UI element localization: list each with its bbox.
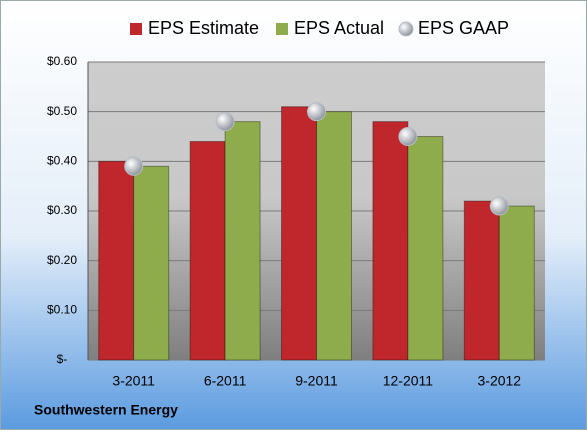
y-tick-label: $0.10 — [47, 303, 77, 317]
bar — [463, 200, 500, 361]
x-tick-label: 3-2012 — [478, 373, 522, 389]
point — [124, 156, 144, 176]
bar — [98, 160, 135, 361]
x-tick-label: 9-2011 — [295, 373, 338, 389]
y-tick-label: $0.30 — [47, 203, 77, 217]
point — [307, 102, 326, 122]
point — [398, 127, 418, 146]
x-tick-label: 3-2011 — [112, 373, 155, 389]
legend-label: EPS GAAP — [418, 18, 509, 38]
legend-marker — [398, 21, 414, 37]
bar — [189, 140, 226, 361]
y-tick-label: $0.20 — [47, 253, 77, 267]
bar — [281, 106, 317, 361]
x-tick-label: 6-2011 — [204, 373, 247, 389]
bar — [372, 121, 409, 361]
y-tick-label: $0.40 — [47, 154, 77, 168]
y-tick-label: $0.60 — [47, 54, 77, 68]
y-tick-label: $0.50 — [47, 104, 77, 118]
y-tick-label: $- — [57, 352, 68, 366]
bar — [224, 121, 261, 361]
legend-marker — [276, 23, 288, 35]
point — [215, 112, 235, 132]
bar — [407, 136, 444, 361]
legend-label: EPS Actual — [294, 18, 384, 38]
source: Southwestern Energy — [34, 402, 178, 418]
legend-label: EPS Estimate — [148, 18, 259, 38]
bar — [498, 205, 535, 361]
x-tick-label: 12-2011 — [383, 373, 434, 389]
legend-marker — [130, 23, 142, 35]
bar — [133, 165, 170, 361]
bar — [316, 111, 352, 361]
point — [489, 196, 509, 216]
